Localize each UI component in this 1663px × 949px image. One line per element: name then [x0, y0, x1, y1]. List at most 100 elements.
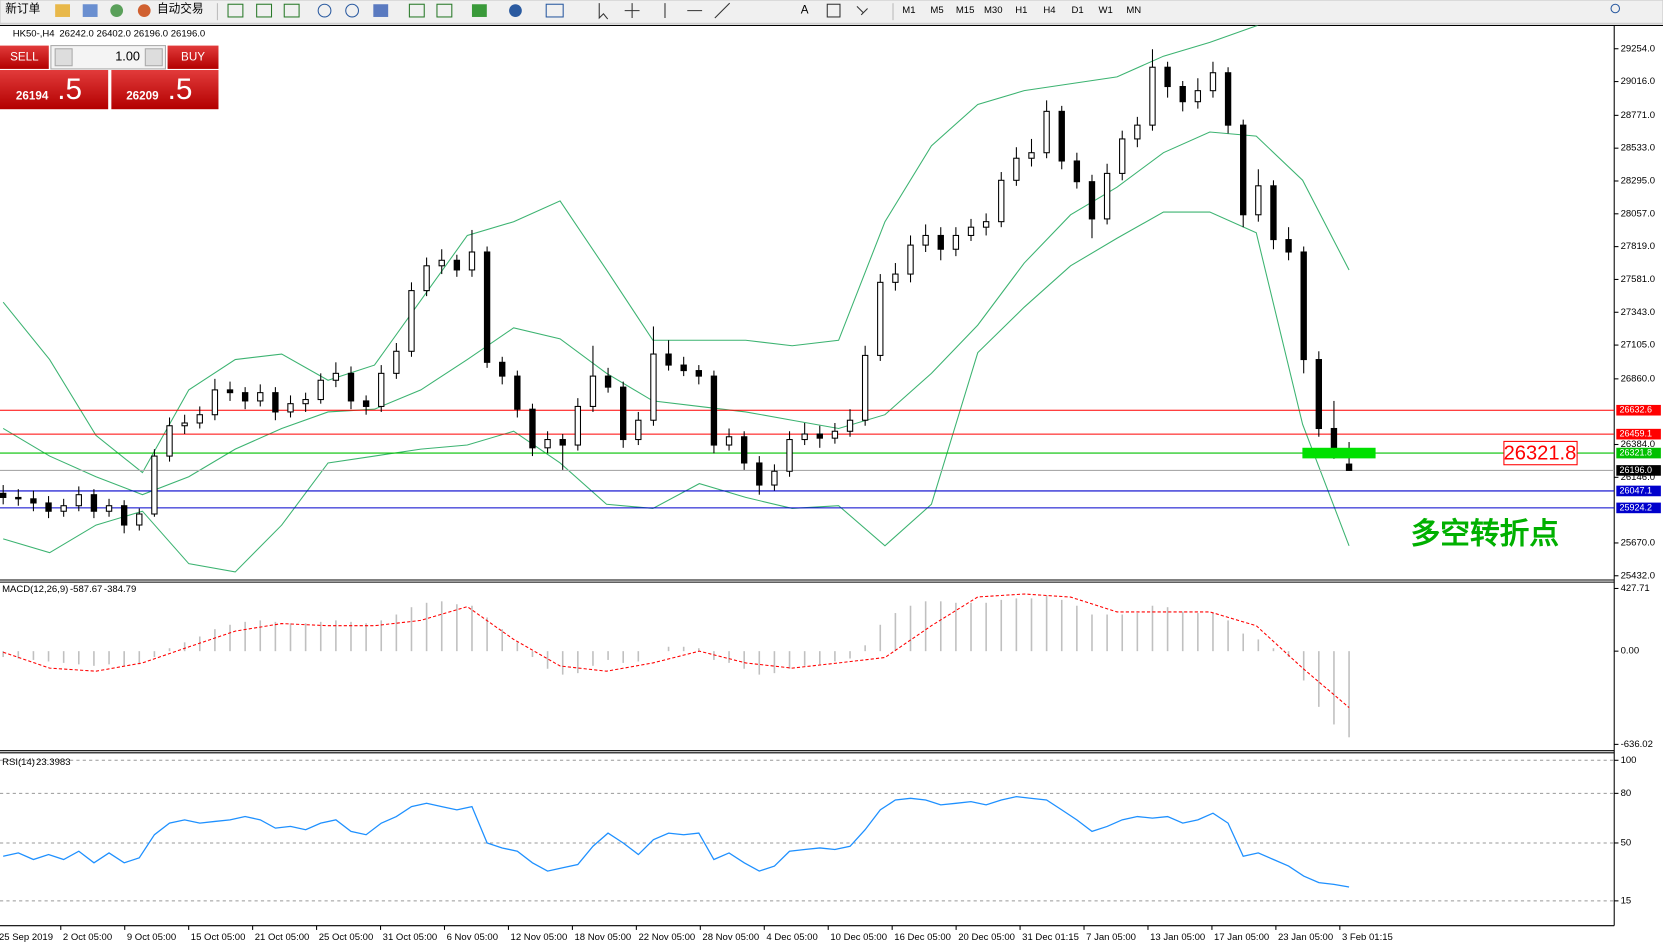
timeframe[interactable]: M30 [984, 5, 1003, 16]
icon[interactable] [110, 4, 124, 17]
candle-body [332, 372, 340, 381]
timeframe[interactable]: D1 [1071, 5, 1083, 16]
icon[interactable] [55, 4, 70, 17]
header-high: 26402.0 [97, 28, 131, 39]
sell-price-fraction[interactable]: .5 [57, 73, 82, 106]
candle-body [952, 234, 960, 250]
icon[interactable] [317, 3, 332, 18]
buy-label[interactable]: BUY [181, 50, 205, 63]
candle-body [589, 375, 597, 407]
icon[interactable] [256, 3, 273, 18]
candle-body [15, 496, 22, 500]
timeframe[interactable]: W1 [1099, 5, 1113, 16]
annotation: 多空转折点 [1411, 517, 1559, 550]
timeframe[interactable]: H1 [1015, 5, 1027, 16]
sell-price-box[interactable] [0, 69, 109, 110]
buy-button[interactable] [167, 45, 219, 69]
candle-body [60, 505, 67, 512]
icon[interactable] [373, 4, 389, 17]
icon[interactable] [137, 4, 151, 17]
candle-body [544, 439, 551, 449]
timeframe[interactable]: M5 [930, 5, 943, 16]
sell-price[interactable]: 26194 [16, 90, 49, 103]
timeframe[interactable]: M15 [956, 5, 975, 16]
icon[interactable] [227, 3, 244, 18]
y-tick-label: 28057.0 [1621, 208, 1655, 219]
y-tick-label: 29016.0 [1621, 76, 1655, 87]
buy-price-fraction[interactable]: .5 [168, 73, 193, 106]
icon[interactable] [509, 4, 522, 17]
x-tick-label: 16 Dec 05:00 [894, 932, 951, 943]
trade-panel: SELL 1.00 BUY 26194 .5 26209 .5 [0, 45, 219, 110]
bollinger-upper [2, 25, 1259, 474]
candle-body [1149, 66, 1156, 126]
auto-trading[interactable]: 自动交易 [157, 2, 204, 16]
candle-body [196, 414, 203, 424]
candle-body [408, 290, 415, 352]
x-tick-label: 20 Dec 05:00 [958, 932, 1015, 943]
volume-box[interactable] [50, 45, 166, 70]
candle-body [1028, 152, 1035, 159]
volume-value[interactable]: 1.00 [115, 49, 140, 64]
icon[interactable] [545, 3, 564, 18]
x-tick-label: 18 Nov 05:00 [575, 932, 632, 943]
icon[interactable] [826, 3, 841, 18]
candle-body [393, 350, 400, 374]
candle-body [75, 494, 82, 507]
y-tick-label: 26384.0 [1621, 439, 1655, 450]
x-tick-label: 25 Oct 05:00 [319, 932, 374, 943]
timeframe[interactable]: H4 [1043, 5, 1056, 16]
pivot-label: 26321.8 [1504, 442, 1577, 464]
candle-body [423, 265, 430, 292]
y-tick-label: 427.71 [1621, 583, 1650, 594]
candle-body [982, 221, 990, 228]
candle-body [529, 408, 536, 449]
buy-price-box[interactable] [111, 69, 219, 110]
candle-body [166, 425, 173, 457]
y-tick-label: 28533.0 [1621, 143, 1655, 154]
candle-body [90, 494, 98, 512]
candle-body [650, 353, 657, 421]
candle-body [1088, 181, 1096, 220]
icon[interactable] [436, 3, 453, 18]
header-close: 26196.0 [171, 28, 205, 39]
timeframe[interactable]: MN [1126, 5, 1141, 16]
icon[interactable] [408, 3, 425, 18]
icon[interactable] [345, 3, 360, 18]
buy-price[interactable]: 26209 [126, 90, 159, 103]
candle-body [922, 234, 929, 246]
x-tick-label: 17 Jan 05:00 [1214, 932, 1269, 943]
line-icons[interactable] [664, 2, 731, 19]
volume-down[interactable] [54, 48, 73, 67]
level-tag [1616, 485, 1661, 497]
candle-body [892, 273, 899, 283]
candle-body [1224, 72, 1232, 126]
icon[interactable] [283, 3, 300, 18]
candle-body [937, 234, 944, 250]
level-tag-label: 26196.0 [1620, 465, 1653, 475]
candle-body [1345, 463, 1353, 471]
candle-body [801, 433, 808, 441]
level-tag-label: 26632.6 [1620, 405, 1653, 415]
sell-button[interactable] [0, 45, 49, 69]
icon[interactable] [82, 4, 98, 17]
crosshair-icon[interactable] [624, 3, 640, 19]
x-tick-label: 3 Feb 01:15 [1342, 932, 1393, 943]
x-tick-label: 31 Dec 01:15 [1022, 932, 1079, 943]
cursor-icon[interactable] [598, 3, 609, 20]
timeframe[interactable]: M1 [902, 5, 915, 16]
candle-body [241, 392, 249, 402]
candle-body [151, 455, 158, 515]
candle-body [317, 379, 324, 401]
icon[interactable] [471, 4, 487, 17]
sell-label[interactable]: SELL [10, 50, 39, 63]
new-order[interactable]: 新订单 [5, 2, 40, 16]
level-tag [1616, 447, 1661, 459]
header-low: 26196.0 [134, 28, 168, 39]
text-icon[interactable]: A [801, 4, 809, 17]
candle-body [1270, 185, 1277, 241]
search-icon[interactable] [1610, 3, 1621, 14]
volume-up[interactable] [144, 48, 163, 67]
icon[interactable] [856, 5, 868, 16]
